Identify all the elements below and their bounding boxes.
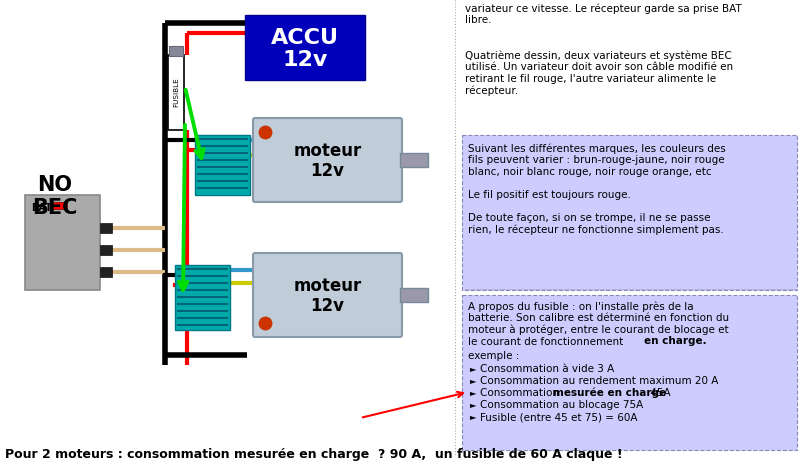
Text: Suivant les différentes marques, les couleurs des
fils peuvent varier : brun-rou: Suivant les différentes marques, les cou… [468, 143, 725, 235]
Text: Consommation au rendement maximum 20 A: Consommation au rendement maximum 20 A [480, 376, 718, 386]
Text: A propos du fusible : on l'installe près de la
batterie. Son calibre est détermi: A propos du fusible : on l'installe près… [468, 301, 729, 347]
Text: variateur ce vitesse. Le récepteur garde sa prise BAT
libre.: variateur ce vitesse. Le récepteur garde… [465, 3, 741, 25]
Bar [462, 295, 797, 450]
Text: ►: ► [470, 400, 476, 409]
Bar [195, 135, 250, 195]
Text: ►: ► [470, 364, 476, 373]
Text: BAT: BAT [31, 203, 52, 213]
Bar [100, 267, 112, 277]
Text: Fusible (entre 45 et 75) = 60A: Fusible (entre 45 et 75) = 60A [480, 412, 638, 422]
Text: moteur: moteur [293, 277, 362, 295]
Text: moteur: moteur [293, 142, 362, 160]
Text: exemple :: exemple : [468, 351, 519, 361]
FancyBboxPatch shape [253, 118, 402, 202]
Bar [53, 202, 67, 209]
Bar [100, 245, 112, 255]
Text: ►: ► [470, 388, 476, 397]
Bar [25, 195, 100, 290]
Text: ►: ► [470, 376, 476, 385]
FancyBboxPatch shape [253, 253, 402, 337]
Text: Quatrième dessin, deux variateurs et système BEC
utilisé. Un variateur doit avoi: Quatrième dessin, deux variateurs et sys… [465, 50, 733, 96]
Bar [175, 265, 230, 330]
Text: ACCU: ACCU [271, 27, 339, 47]
Text: 12v: 12v [311, 162, 344, 180]
Text: Consommation: Consommation [480, 388, 562, 398]
Text: 12v: 12v [311, 297, 344, 315]
Text: Consommation au blocage 75A: Consommation au blocage 75A [480, 400, 643, 410]
Text: ►: ► [470, 412, 476, 421]
Text: Pour 2 moteurs : consommation mesurée en charge  ? 90 A,  un fusible de 60 A cla: Pour 2 moteurs : consommation mesurée en… [5, 448, 622, 461]
Text: NO
BEC: NO BEC [32, 175, 78, 218]
Text: FUSIBLE: FUSIBLE [173, 78, 179, 108]
Text: en charge.: en charge. [644, 336, 706, 346]
Text: Consommation à vide 3 A: Consommation à vide 3 A [480, 364, 614, 374]
Bar [169, 46, 183, 56]
Bar [400, 288, 428, 302]
Text: 12v: 12v [282, 49, 328, 70]
Bar [462, 135, 797, 290]
Bar [400, 153, 428, 167]
Bar [168, 55, 184, 130]
Text: 45A: 45A [647, 388, 670, 398]
Bar [100, 223, 112, 233]
Bar [245, 15, 365, 80]
Text: mesurée en charge: mesurée en charge [553, 388, 666, 399]
